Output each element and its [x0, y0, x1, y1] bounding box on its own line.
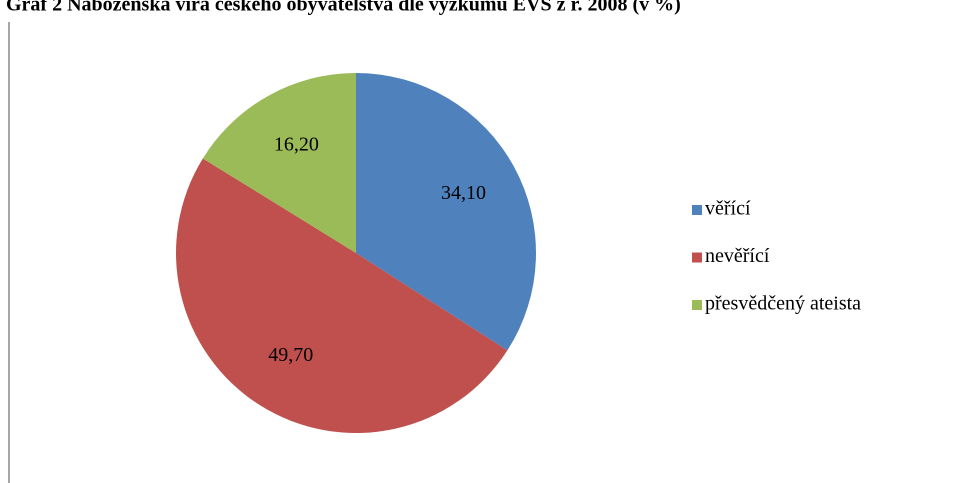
data-label: 49,70	[268, 344, 313, 366]
legend-label: věřící	[705, 198, 751, 220]
legend-swatch	[692, 205, 702, 215]
pie-slice	[356, 73, 536, 351]
legend-swatch	[692, 252, 702, 263]
data-label: 34,10	[441, 182, 486, 204]
legend-label: přesvědčený ateista	[705, 293, 861, 315]
chart-title: Graf 2 Náboženská víra českého obyvatels…	[6, 0, 681, 16]
legend-label: nevěřící	[705, 245, 770, 267]
data-label: 16,20	[274, 134, 319, 156]
pie-slice	[175, 158, 508, 434]
pie-slice	[202, 73, 356, 253]
legend-swatch	[692, 300, 702, 310]
